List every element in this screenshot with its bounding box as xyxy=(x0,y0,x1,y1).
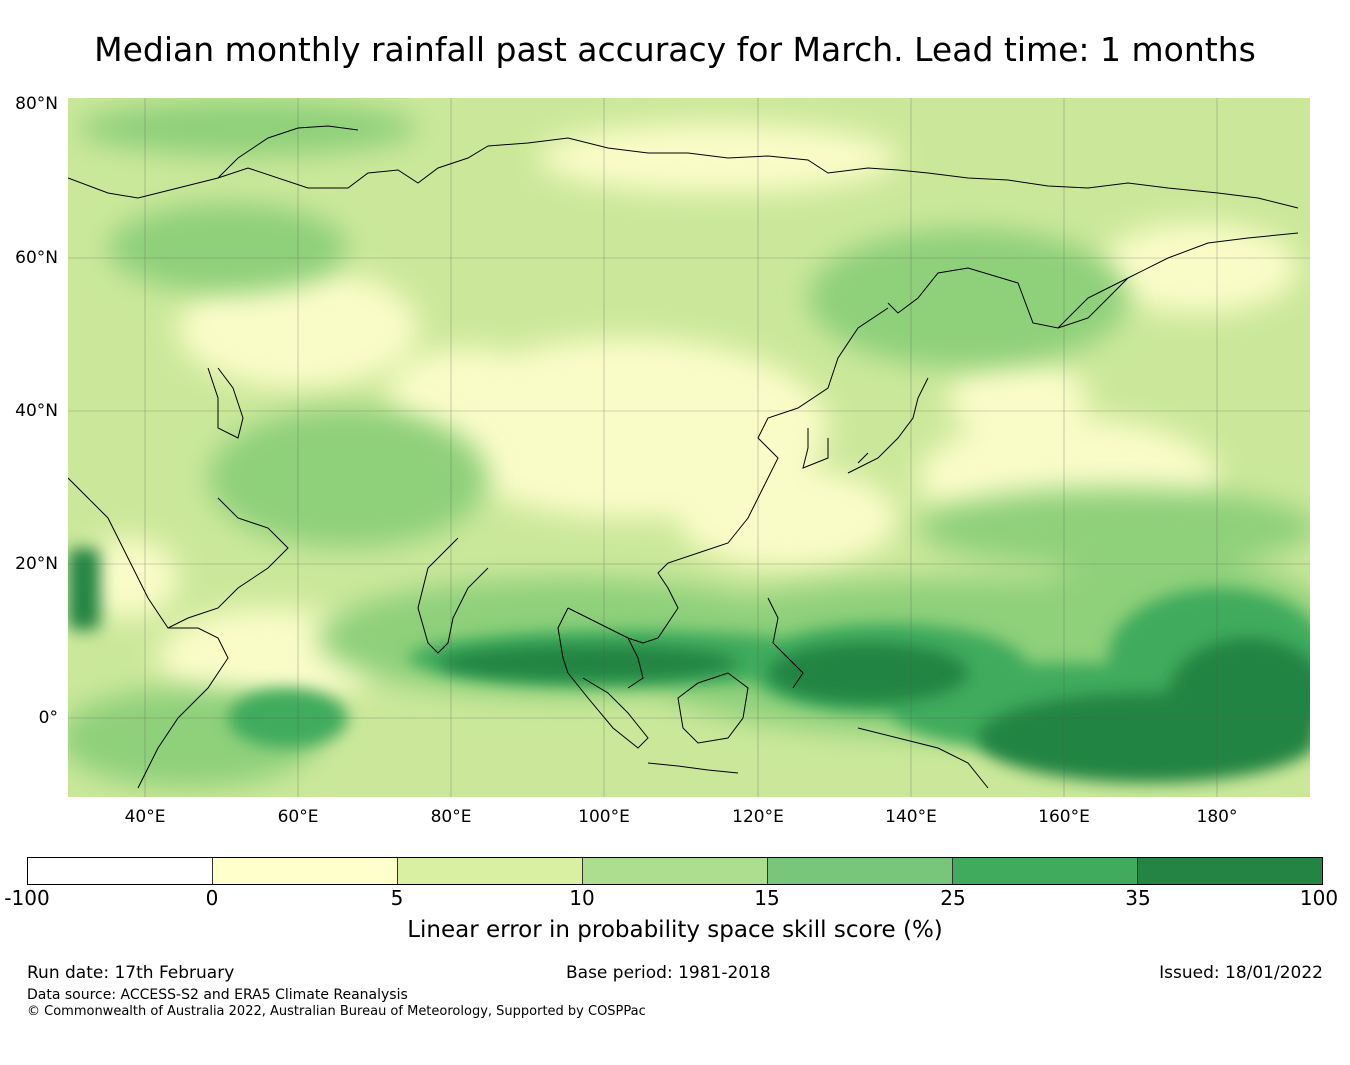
colorbar-segment-3 xyxy=(583,858,768,884)
colorbar-label: Linear error in probability space skill … xyxy=(407,917,943,943)
colorbar-tick: 100 xyxy=(1299,886,1339,910)
colorbar-tick: 35 xyxy=(1125,886,1151,910)
colorbar-tick: 15 xyxy=(754,886,780,910)
coast-arctic-eurasia xyxy=(68,137,1299,209)
map-title: Median monthly rainfall past accuracy fo… xyxy=(94,30,1256,69)
lon-label-160e: 160°E xyxy=(1038,807,1090,827)
lat-label-20n: 20°N xyxy=(15,554,58,574)
coast-scandinavia xyxy=(217,125,359,179)
coast-kamchatka xyxy=(1057,277,1129,329)
coast-borneo xyxy=(677,672,749,744)
coast-india xyxy=(417,537,489,654)
base-period: Base period: 1981-2018 xyxy=(566,963,771,983)
coast-sea-mainland xyxy=(557,607,644,689)
issued-date: Issued: 18/01/2022 xyxy=(1159,963,1323,983)
lon-label-120e: 120°E xyxy=(732,807,784,827)
colorbar-tick: 25 xyxy=(940,886,966,910)
colorbar-segment-2 xyxy=(398,858,583,884)
rainfall-skill-map xyxy=(68,98,1310,797)
lon-label-60e: 60°E xyxy=(277,807,319,827)
data-source: Data source: ACCESS-S2 and ERA5 Climate … xyxy=(27,987,408,1003)
lon-label-40e: 40°E xyxy=(124,807,166,827)
colorbar-segment-4 xyxy=(768,858,953,884)
coast-sumatra xyxy=(567,672,649,749)
lat-label-60n: 60°N xyxy=(15,248,58,268)
coast-japan xyxy=(847,377,929,474)
colorbar-tick: -100 xyxy=(4,886,50,910)
coast-arabia xyxy=(107,497,289,629)
coast-africa-east xyxy=(68,477,229,789)
lon-label-80e: 80°E xyxy=(430,807,472,827)
coast-okhotsk xyxy=(887,232,1299,329)
colorbar-tick: 5 xyxy=(390,886,404,910)
lon-label-140e: 140°E xyxy=(885,807,937,827)
coast-newguinea xyxy=(857,727,989,789)
run-date: Run date: 17th February xyxy=(27,963,235,983)
colorbar xyxy=(27,857,1323,885)
lat-label-40n: 40°N xyxy=(15,401,58,421)
lon-label-100e: 100°E xyxy=(578,807,630,827)
lat-label-0: 0° xyxy=(38,708,58,728)
graticule xyxy=(68,98,1310,797)
coast-caspian xyxy=(207,367,244,439)
lon-label-180: 180° xyxy=(1196,807,1238,827)
coast-korea xyxy=(802,428,829,469)
coast-java xyxy=(647,762,739,774)
colorbar-segment-6 xyxy=(1138,858,1322,884)
colorbar-tick: 10 xyxy=(569,886,595,910)
colorbar-segment-5 xyxy=(953,858,1138,884)
colorbar-tick: 0 xyxy=(205,886,219,910)
coast-philippines xyxy=(767,597,804,689)
colorbar-segment-1 xyxy=(213,858,398,884)
colorbar-segment-0 xyxy=(28,858,213,884)
coastlines xyxy=(68,125,1299,789)
copyright: © Commonwealth of Australia 2022, Austra… xyxy=(27,1004,646,1019)
skill-field-top xyxy=(68,548,1310,783)
lat-label-80n: 80°N xyxy=(15,94,58,114)
coast-china-east xyxy=(567,307,889,644)
